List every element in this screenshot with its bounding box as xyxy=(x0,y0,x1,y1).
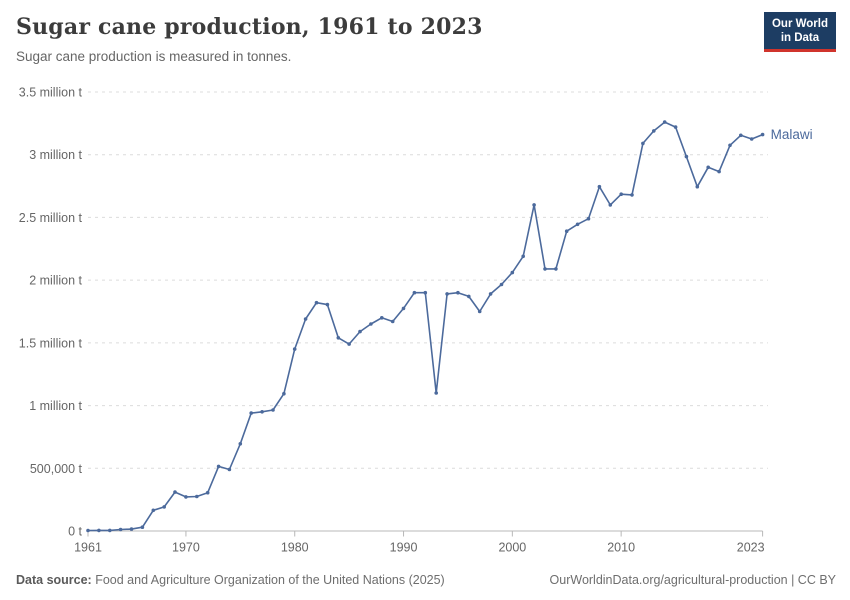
data-point[interactable] xyxy=(521,254,525,259)
data-point[interactable] xyxy=(303,317,308,321)
data-point[interactable] xyxy=(412,290,417,295)
data-point[interactable] xyxy=(499,282,504,287)
data-point[interactable] xyxy=(728,143,732,148)
data-point[interactable] xyxy=(630,193,634,197)
data-point[interactable] xyxy=(358,329,362,334)
data-point[interactable] xyxy=(216,464,221,469)
y-tick-label: 1.5 million t xyxy=(19,336,83,350)
y-tick-label: 3.5 million t xyxy=(19,86,83,100)
data-point[interactable] xyxy=(760,132,765,137)
owid-logo-line1: Our World xyxy=(771,18,828,30)
data-point[interactable] xyxy=(586,216,591,221)
data-point[interactable] xyxy=(249,411,253,415)
y-tick-label: 0 t xyxy=(68,525,82,539)
data-point[interactable] xyxy=(673,125,678,129)
data-point[interactable] xyxy=(238,442,243,446)
data-point[interactable] xyxy=(575,222,580,227)
data-point[interactable] xyxy=(227,467,232,472)
credit-link[interactable]: OurWorldinData.org/agricultural-producti… xyxy=(549,573,836,587)
data-point[interactable] xyxy=(271,408,275,412)
data-point[interactable] xyxy=(597,184,602,189)
data-point[interactable] xyxy=(401,306,406,311)
data-point[interactable] xyxy=(619,192,623,196)
data-point[interactable] xyxy=(510,270,515,275)
entity-label: Malawi xyxy=(771,127,813,142)
data-point[interactable] xyxy=(543,267,547,271)
data-point[interactable] xyxy=(684,154,689,159)
y-tick-label: 1 million t xyxy=(29,399,82,413)
data-point[interactable] xyxy=(292,347,297,351)
data-point[interactable] xyxy=(456,290,460,295)
y-tick-label: 3 million t xyxy=(29,148,82,162)
data-point[interactable] xyxy=(554,267,558,271)
data-point[interactable] xyxy=(195,494,199,499)
data-point[interactable] xyxy=(641,141,645,146)
x-tick-label: 2000 xyxy=(498,541,526,555)
data-point[interactable] xyxy=(314,300,319,305)
data-point[interactable] xyxy=(118,527,123,532)
owid-logo[interactable]: Our World in Data xyxy=(763,12,836,53)
data-point[interactable] xyxy=(129,527,134,531)
page-title: Sugar cane production, 1961 to 2023 xyxy=(16,14,483,40)
x-tick-label: 1961 xyxy=(74,541,102,555)
data-point[interactable] xyxy=(717,169,721,174)
y-tick-label: 2.5 million t xyxy=(19,211,83,225)
owid-logo-line2: in Data xyxy=(780,32,820,45)
y-tick-label: 500,000 t xyxy=(30,462,83,476)
data-point[interactable] xyxy=(380,316,384,320)
data-point[interactable] xyxy=(662,120,667,124)
x-tick-label: 1990 xyxy=(390,541,418,555)
data-point[interactable] xyxy=(706,165,710,170)
x-tick-label: 1970 xyxy=(172,541,200,555)
x-tick-label: 1980 xyxy=(281,541,309,555)
data-point[interactable] xyxy=(532,203,536,207)
data-point[interactable] xyxy=(467,294,471,299)
x-tick-label: 2023 xyxy=(737,541,765,555)
data-line[interactable] xyxy=(87,121,764,532)
data-point[interactable] xyxy=(477,309,482,314)
chart-header: Sugar cane production, 1961 to 2023 Suga… xyxy=(16,14,750,64)
data-point[interactable] xyxy=(173,490,177,494)
data-point[interactable] xyxy=(325,302,330,307)
data-point[interactable] xyxy=(140,525,145,529)
data-point[interactable] xyxy=(445,292,449,296)
data-point[interactable] xyxy=(434,391,439,395)
data-point[interactable] xyxy=(151,508,156,513)
data-point[interactable] xyxy=(423,290,428,295)
data-point[interactable] xyxy=(564,229,569,233)
data-point[interactable] xyxy=(369,322,373,326)
data-point[interactable] xyxy=(184,495,188,499)
data-source-label: Data source: xyxy=(16,573,92,587)
chart-footer: Data source: Food and Agriculture Organi… xyxy=(16,573,836,587)
data-point[interactable] xyxy=(205,490,210,495)
data-point[interactable] xyxy=(652,129,656,133)
data-point[interactable] xyxy=(608,203,613,207)
data-point[interactable] xyxy=(162,505,166,509)
x-tick-label: 2010 xyxy=(607,541,635,555)
chart-subtitle: Sugar cane production is measured in ton… xyxy=(16,49,292,65)
y-tick-label: 2 million t xyxy=(29,274,82,288)
data-point[interactable] xyxy=(282,391,286,396)
data-point[interactable] xyxy=(749,137,754,141)
data-point[interactable] xyxy=(739,133,743,138)
data-point[interactable] xyxy=(108,528,112,533)
data-point[interactable] xyxy=(336,336,341,340)
data-point[interactable] xyxy=(695,184,700,189)
data-point[interactable] xyxy=(86,528,90,533)
data-point[interactable] xyxy=(488,292,493,296)
data-point[interactable] xyxy=(390,319,395,324)
data-point[interactable] xyxy=(260,410,264,414)
data-point[interactable] xyxy=(97,528,101,533)
data-source-text: Data source: Food and Agriculture Organi… xyxy=(16,573,445,587)
data-point[interactable] xyxy=(347,342,351,346)
